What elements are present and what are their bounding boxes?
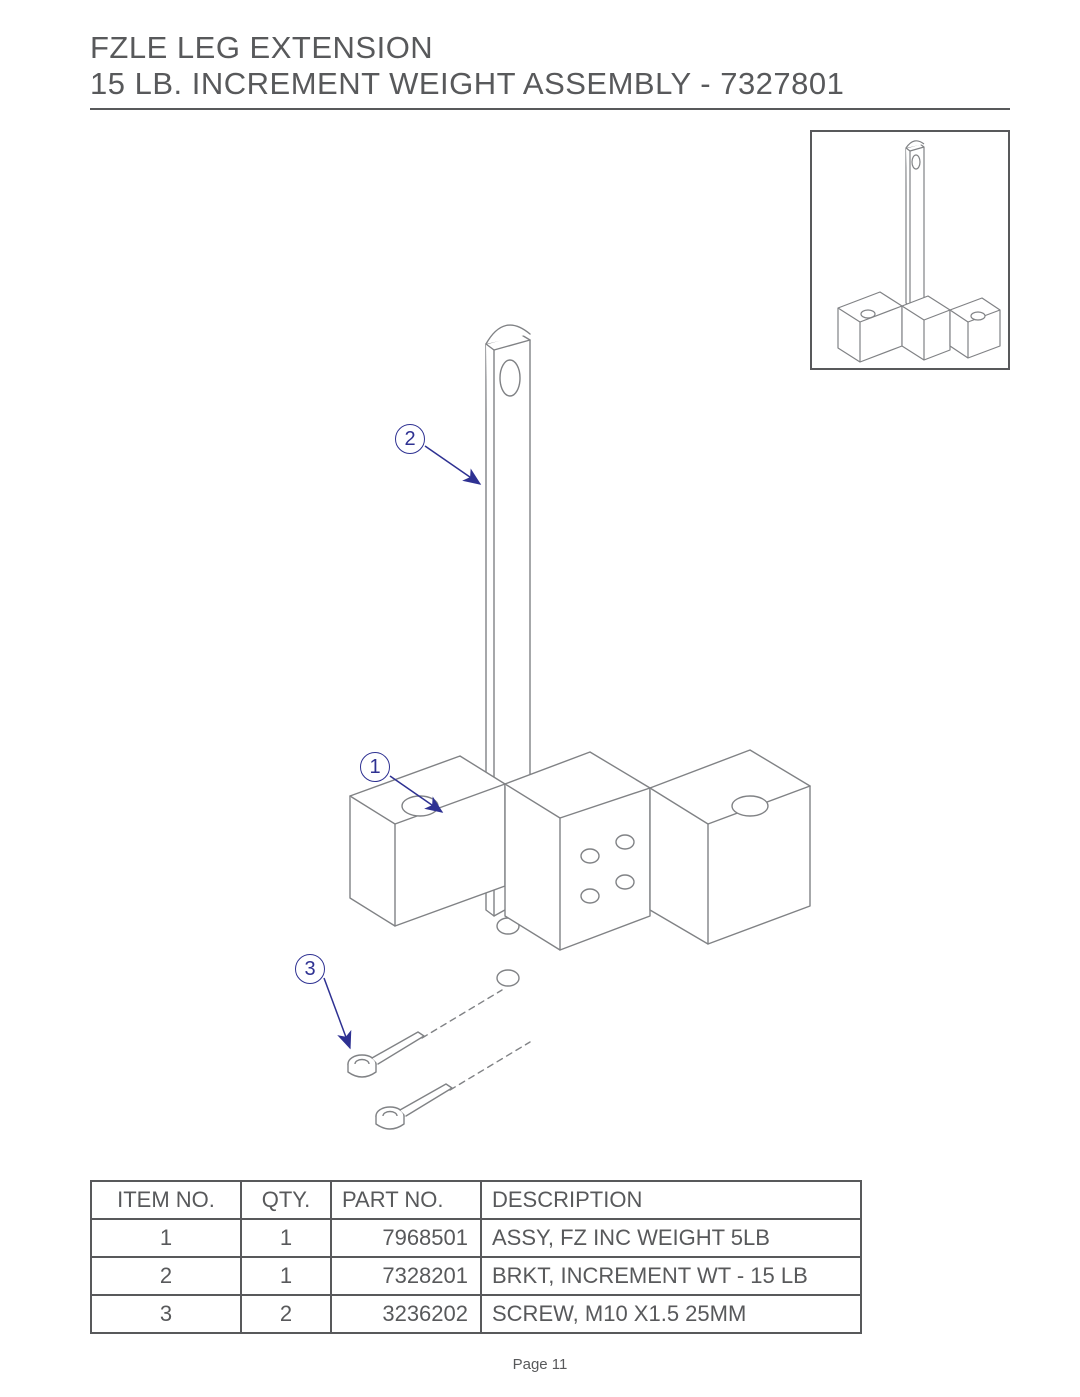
callout-3-label: 3 — [304, 958, 315, 981]
callout-1-label: 1 — [369, 756, 380, 779]
callout-1: 1 — [360, 752, 390, 782]
diagram-area: 2 1 3 — [90, 116, 1010, 1156]
title-line-2: 15 LB. INCREMENT WEIGHT ASSEMBLY - 73278… — [90, 66, 1010, 102]
title-rule — [90, 108, 1010, 110]
callout-3: 3 — [295, 954, 325, 984]
page-footer: Page 11 — [0, 1356, 1080, 1373]
inset-diagram — [810, 130, 1010, 370]
table-row: 1 1 7968501 ASSY, FZ INC WEIGHT 5LB — [91, 1219, 861, 1257]
col-part: PART NO. — [331, 1181, 481, 1219]
callout-2: 2 — [395, 424, 425, 454]
title-block: FZLE LEG EXTENSION 15 LB. INCREMENT WEIG… — [90, 30, 1010, 110]
table-header-row: ITEM NO. QTY. PART NO. DESCRIPTION — [91, 1181, 861, 1219]
parts-table: ITEM NO. QTY. PART NO. DESCRIPTION 1 1 7… — [90, 1180, 862, 1334]
col-desc: DESCRIPTION — [481, 1181, 861, 1219]
table-row: 3 2 3236202 SCREW, M10 X1.5 25MM — [91, 1295, 861, 1333]
callout-2-label: 2 — [404, 428, 415, 451]
table-row: 2 1 7328201 BRKT, INCREMENT WT - 15 LB — [91, 1257, 861, 1295]
col-qty: QTY. — [241, 1181, 331, 1219]
title-line-1: FZLE LEG EXTENSION — [90, 30, 1010, 66]
col-item: ITEM NO. — [91, 1181, 241, 1219]
